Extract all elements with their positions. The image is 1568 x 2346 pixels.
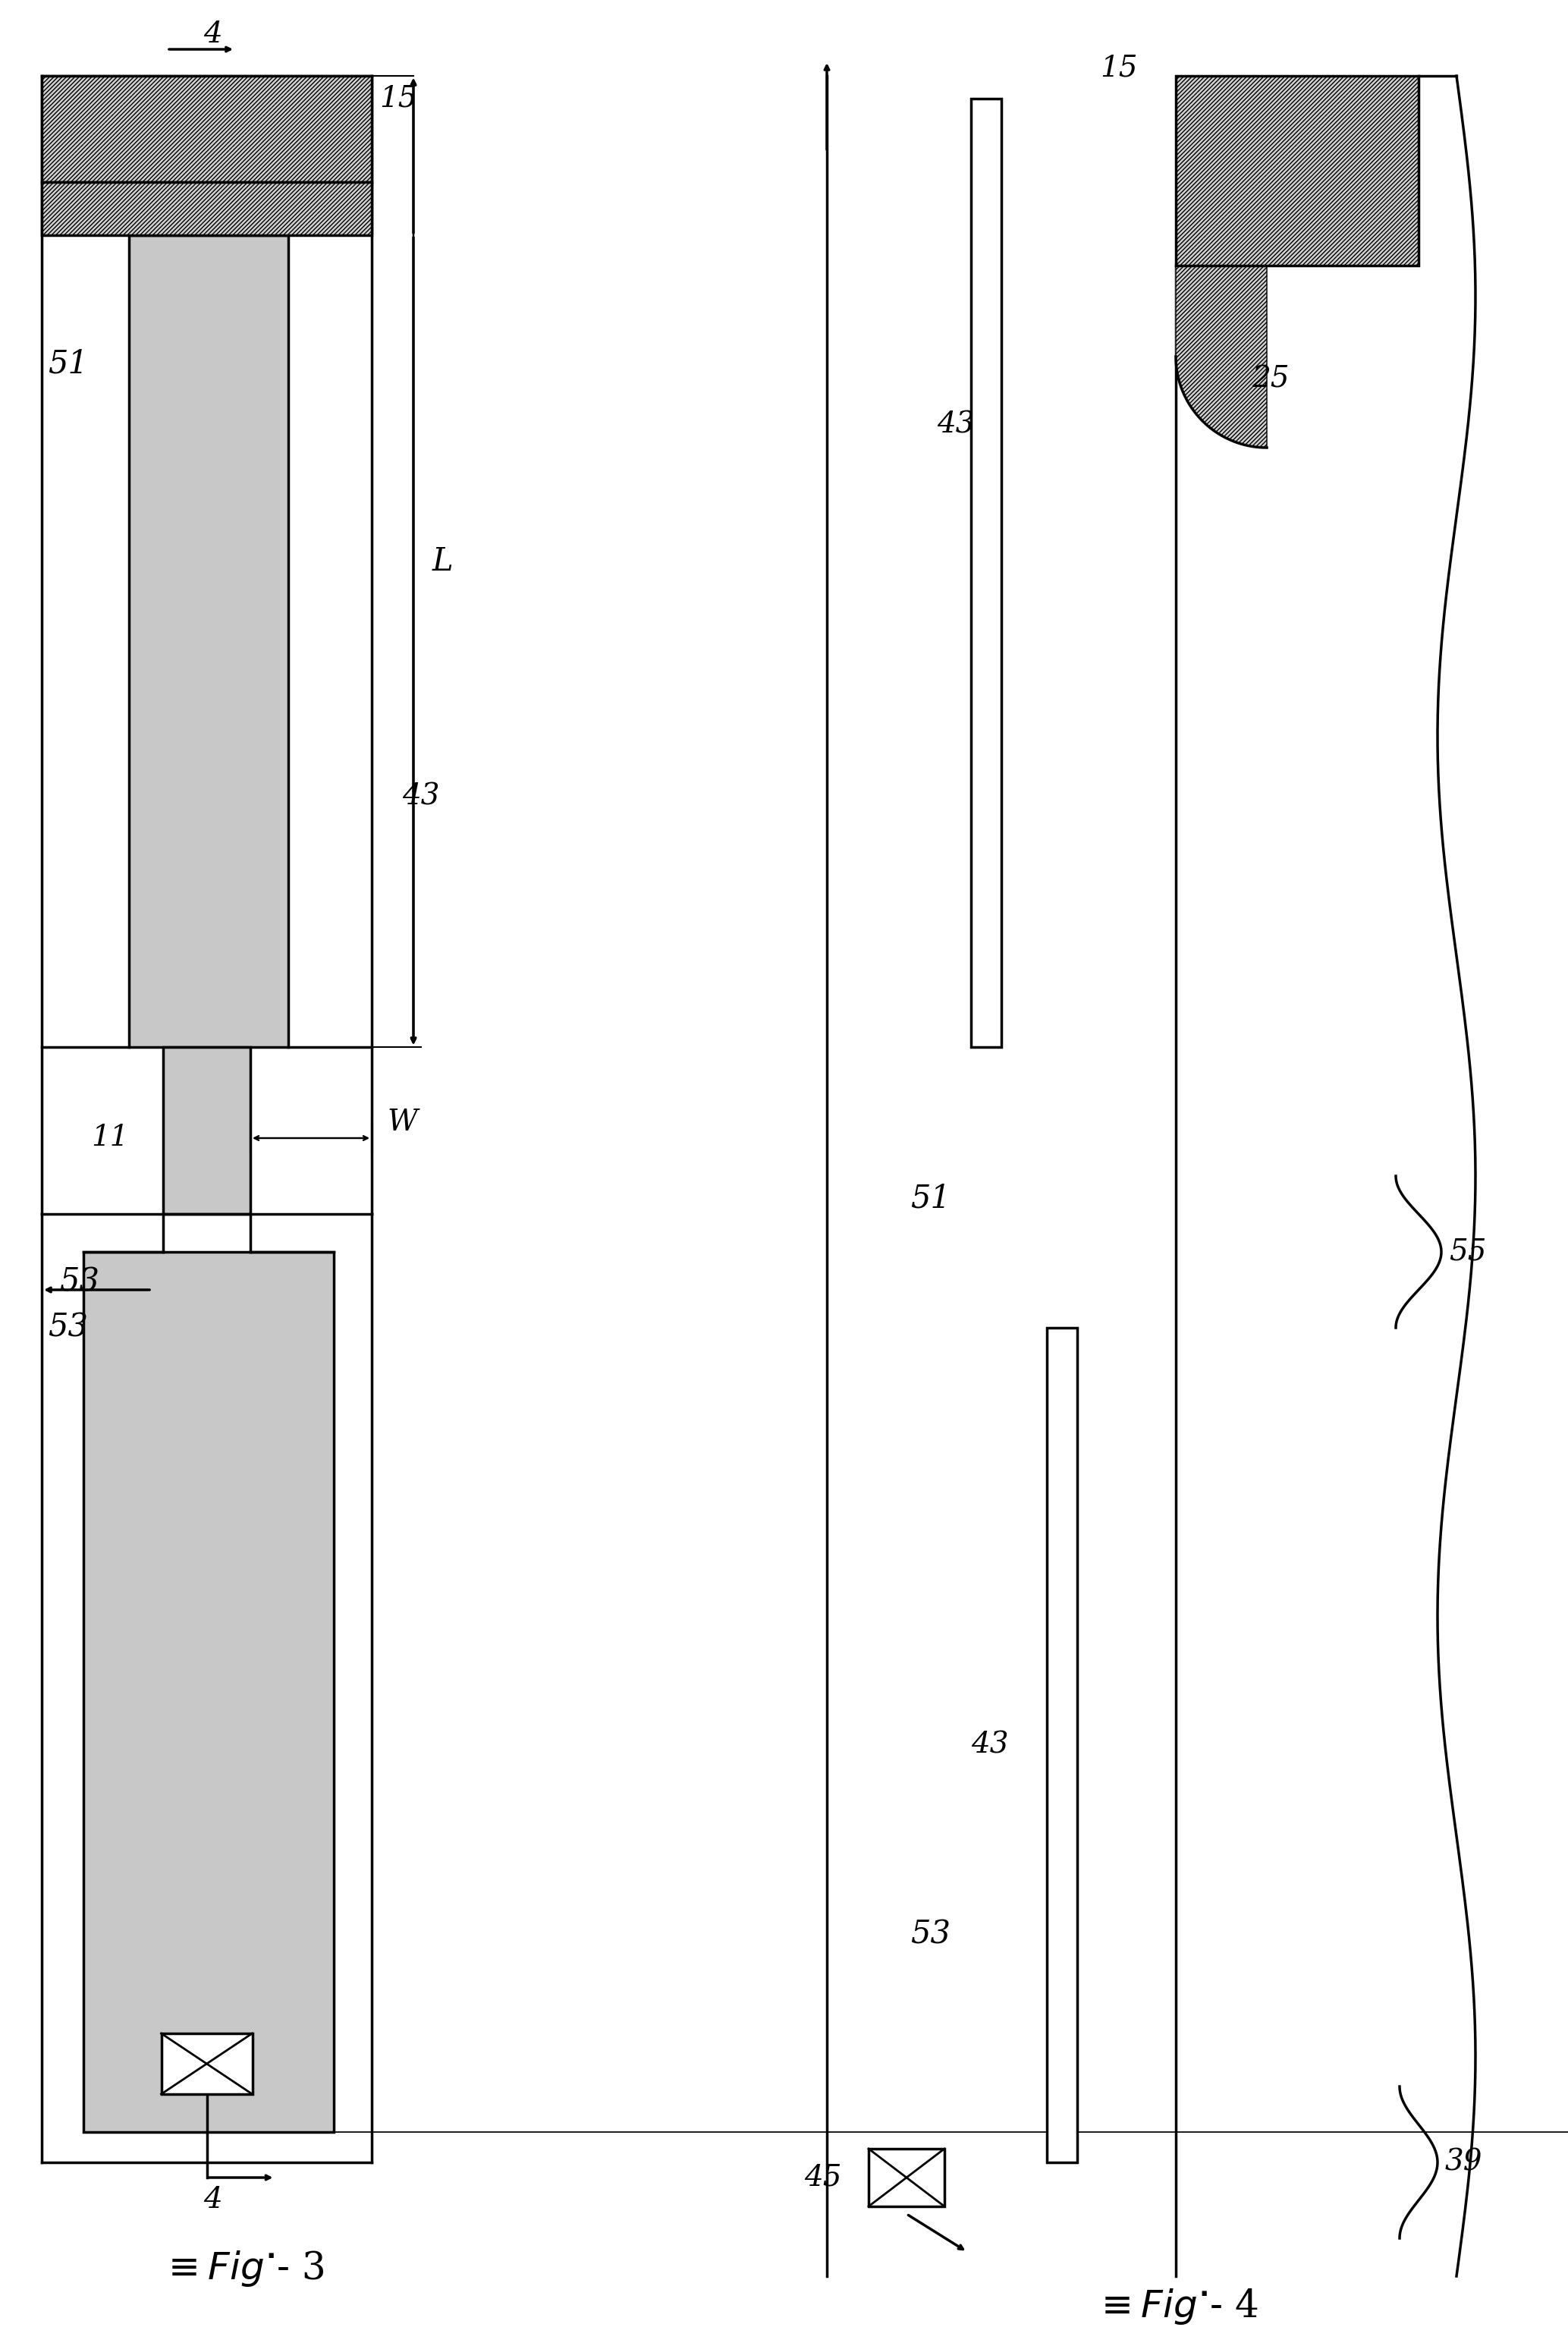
Text: 43: 43: [401, 784, 439, 812]
Text: 4: 4: [202, 21, 221, 49]
Bar: [162, 2034, 252, 2095]
Bar: [1047, 1328, 1077, 2163]
Polygon shape: [1176, 265, 1267, 448]
Text: W: W: [387, 1110, 417, 1138]
Text: 51: 51: [911, 1182, 950, 1215]
Text: 55: 55: [1449, 1239, 1486, 1267]
Text: 15: 15: [379, 84, 417, 113]
Text: 15: 15: [1101, 54, 1138, 82]
Text: 43: 43: [971, 1731, 1008, 1760]
Bar: [163, 1046, 251, 1213]
Bar: [83, 1253, 334, 2133]
Bar: [42, 183, 372, 235]
Text: 4: 4: [202, 2186, 221, 2215]
Bar: [129, 235, 289, 1046]
Text: 25: 25: [1251, 366, 1289, 394]
Text: 43: 43: [936, 411, 974, 439]
Text: 53: 53: [49, 1311, 88, 1344]
Bar: [42, 75, 372, 183]
Text: 53: 53: [911, 1919, 950, 1952]
Text: L: L: [433, 547, 453, 577]
Text: 53: 53: [60, 1267, 100, 1297]
Text: 45: 45: [804, 2163, 842, 2191]
Text: 11: 11: [91, 1124, 129, 1152]
Text: $\equiv$$Fig^{\boldsymbol{\cdot}}$- 4: $\equiv$$Fig^{\boldsymbol{\cdot}}$- 4: [1093, 2287, 1258, 2327]
Text: 39: 39: [1446, 2149, 1483, 2177]
Bar: [869, 2149, 944, 2205]
Text: $\equiv$$Fig^{\boldsymbol{\cdot}}$- 3: $\equiv$$Fig^{\boldsymbol{\cdot}}$- 3: [162, 2250, 325, 2287]
Text: 51: 51: [49, 347, 88, 380]
Bar: [971, 99, 1002, 1046]
Bar: [1176, 75, 1419, 265]
